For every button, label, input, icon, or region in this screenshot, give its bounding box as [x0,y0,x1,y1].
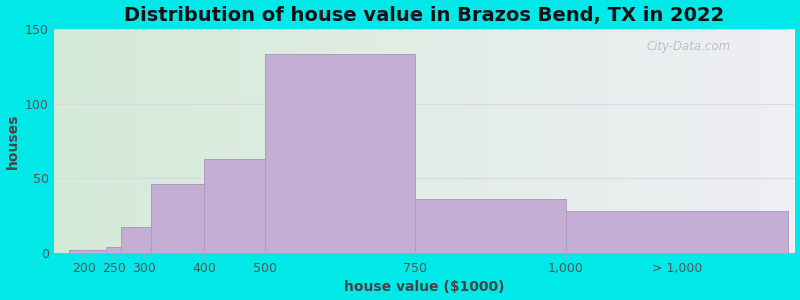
Text: City-Data.com: City-Data.com [646,40,730,53]
Title: Distribution of house value in Brazos Bend, TX in 2022: Distribution of house value in Brazos Be… [124,6,724,25]
Bar [415,199,566,253]
X-axis label: house value ($1000): house value ($1000) [344,280,504,294]
Bar [566,211,789,253]
Y-axis label: houses: houses [6,113,19,169]
Bar [151,184,204,253]
Bar [69,250,106,253]
Bar [122,227,151,253]
Bar [204,159,265,253]
Bar [265,54,415,253]
Bar [106,247,122,253]
